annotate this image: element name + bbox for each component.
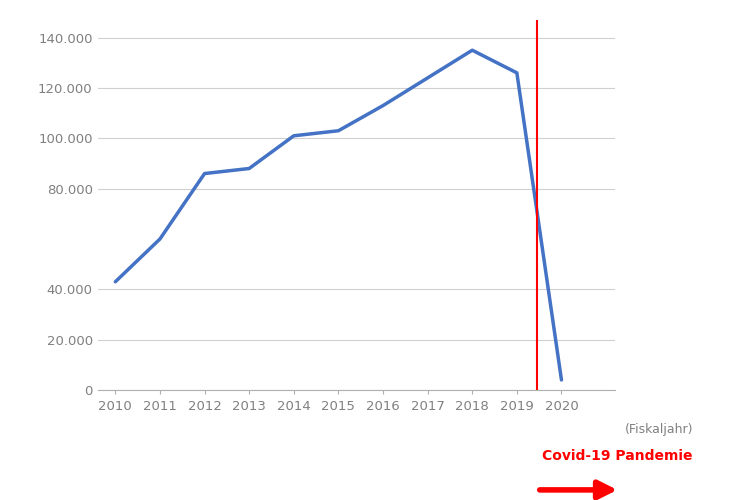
Text: (Fiskaljahr): (Fiskaljahr) (626, 424, 694, 436)
Text: Covid-19 Pandemie: Covid-19 Pandemie (542, 449, 692, 463)
